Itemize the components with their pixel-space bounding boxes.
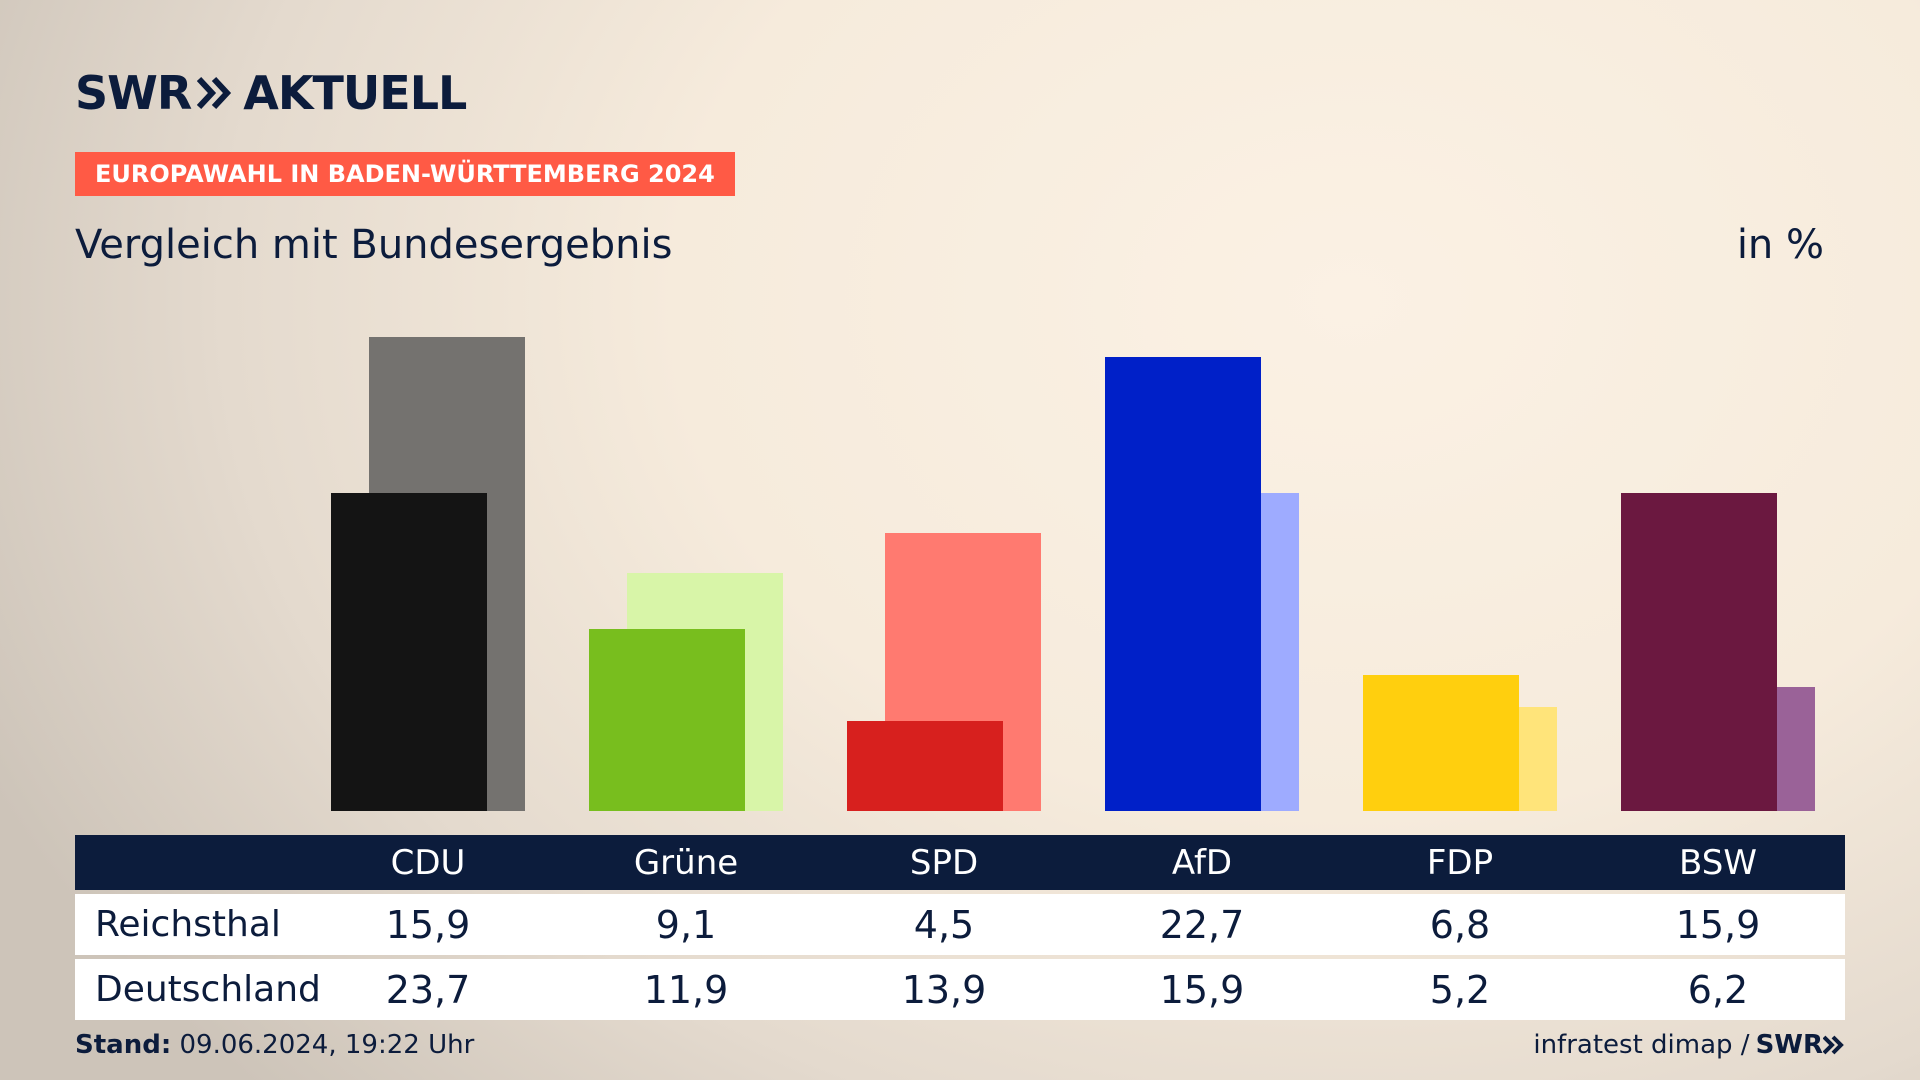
small-logo-text: SWR <box>1755 1030 1823 1060</box>
bar-reichsthal-afd <box>1105 357 1261 811</box>
results-table: CDU Grüne SPD AfD FDP BSW Reichsthal 15,9 9,1 4… <box>75 835 1845 1020</box>
data-label-reichsthal-fdp: 6,8 <box>1429 902 1491 947</box>
swr-small-logo: SWR <box>1756 1030 1845 1060</box>
column-header-grüne: Grüne <box>633 842 739 883</box>
timestamp: Stand: 09.06.2024, 19:22 Uhr <box>75 1030 474 1060</box>
data-label-reichsthal-bsw: 15,9 <box>1675 902 1761 947</box>
data-label-deutschland-spd: 13,9 <box>901 967 987 1012</box>
data-label-reichsthal-spd: 4,5 <box>913 902 975 947</box>
column-header-fdp: FDP <box>1426 842 1494 883</box>
election-tag: EUROPAWAHL IN BADEN-WÜRTTEMBERG 2024 <box>75 152 735 196</box>
bar-reichsthal-spd <box>847 721 1003 811</box>
stand-label: Stand: <box>75 1030 172 1060</box>
column-header-spd: SPD <box>909 842 979 883</box>
bar-reichsthal-cdu <box>331 493 487 811</box>
data-label-deutschland-bsw: 6,2 <box>1687 967 1749 1012</box>
bar-reichsthal-fdp <box>1363 675 1519 811</box>
table-row: Reichsthal 15,9 9,1 4,5 22,7 6,8 15,9 <box>75 894 1845 955</box>
table-header: CDU Grüne SPD AfD FDP BSW <box>75 835 1845 890</box>
column-header-afd: AfD <box>1171 842 1233 883</box>
row-label-deutschland: Deutschland <box>95 969 321 1010</box>
source-credit: infratest dimap / SWR <box>1533 1030 1845 1060</box>
small-chevron-icon <box>1823 1035 1844 1055</box>
column-header-cdu: CDU <box>390 842 466 883</box>
bar-reichsthal-bsw <box>1621 493 1777 811</box>
bar-reichsthal-grüne <box>589 629 745 811</box>
table-row: Deutschland 23,7 11,9 13,9 15,9 5,2 6,2 <box>75 959 1845 1020</box>
logo-swr-text: SWR <box>75 66 192 120</box>
data-label-deutschland-fdp: 5,2 <box>1429 967 1491 1012</box>
column-header-bsw: BSW <box>1679 842 1757 883</box>
source-text: infratest dimap / <box>1533 1030 1750 1060</box>
data-label-deutschland-afd: 15,9 <box>1159 967 1245 1012</box>
data-label-reichsthal-grüne: 9,1 <box>655 902 717 947</box>
swr-aktuell-logo: SWR AKTUELL <box>75 66 467 120</box>
data-label-reichsthal-cdu: 15,9 <box>385 902 471 947</box>
logo-aktuell-text: AKTUELL <box>243 66 467 120</box>
stand-value: 09.06.2024, 19:22 Uhr <box>179 1030 475 1060</box>
row-label-reichsthal: Reichsthal <box>95 904 281 945</box>
data-label-deutschland-grüne: 11,9 <box>643 967 729 1012</box>
data-label-deutschland-cdu: 23,7 <box>385 967 471 1012</box>
data-label-reichsthal-afd: 22,7 <box>1159 902 1245 947</box>
double-chevron-right-icon <box>197 76 233 110</box>
unit-label: in % <box>1736 222 1824 268</box>
chart-subtitle: Vergleich mit Bundesergebnis <box>75 222 673 268</box>
